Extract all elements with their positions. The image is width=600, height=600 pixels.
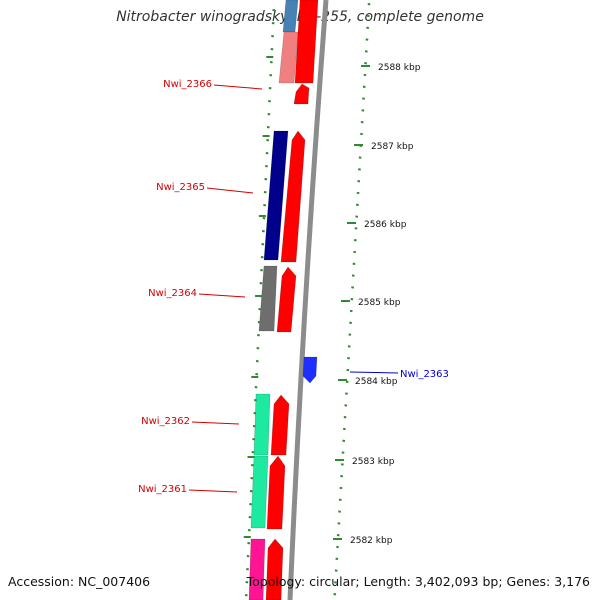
summary-text: Topology: circular; Length: 3,402,093 bp…	[246, 574, 590, 589]
scale-label: 2585 kbp	[358, 298, 401, 308]
gene-block-nwi-2362	[253, 393, 271, 456]
gene-arrow-nwi-2363	[302, 356, 318, 384]
gene-label-nwi-2363: Nwi_2363	[400, 369, 449, 380]
gene-block-top	[282, 0, 299, 33]
genome-backbone	[287, 0, 329, 600]
scale-label: 2584 kbp	[355, 377, 398, 387]
gene-block-nwi-2361	[250, 455, 269, 529]
leader-line-nwi-2365	[206, 187, 254, 194]
gene-arrow-nwi-2364	[276, 266, 297, 333]
gene-block-nwi-2366-outer	[278, 31, 299, 84]
gene-block-nwi-2365	[263, 130, 289, 261]
gene-arrow-nwi-2366-upper	[294, 0, 319, 84]
gene-label-nwi-2364: Nwi_2364	[148, 288, 197, 299]
leader-line-nwi-2361	[188, 489, 238, 493]
gene-label-nwi-2366: Nwi_2366	[163, 79, 212, 90]
gene-label-nwi-2362: Nwi_2362	[141, 416, 190, 427]
leader-line-nwi-2366	[213, 84, 263, 90]
gene-block-bottom	[248, 538, 266, 600]
scale-label: 2588 kbp	[378, 63, 421, 73]
gene-arrow-nwi-2361	[266, 455, 286, 530]
scale-label: 2583 kbp	[352, 457, 395, 467]
scale-label: 2587 kbp	[371, 142, 414, 152]
scale-label: 2586 kbp	[364, 220, 407, 230]
accession-text: Accession: NC_007406	[8, 574, 151, 589]
leader-line-nwi-2362	[191, 421, 240, 425]
gene-block-nwi-2364	[258, 265, 278, 332]
gene-arrow-nwi-2365	[280, 130, 306, 263]
gene-arrow-nwi-2362	[270, 394, 290, 456]
leader-line-nwi-2363	[349, 371, 399, 374]
leader-line-nwi-2364	[198, 293, 246, 298]
gene-arrow-bottom	[265, 538, 284, 600]
scale-label: 2582 kbp	[350, 536, 393, 546]
gene-label-nwi-2365: Nwi_2365	[156, 182, 205, 193]
gene-label-nwi-2361: Nwi_2361	[138, 484, 187, 495]
gene-arrow-nwi-2366	[293, 83, 310, 105]
